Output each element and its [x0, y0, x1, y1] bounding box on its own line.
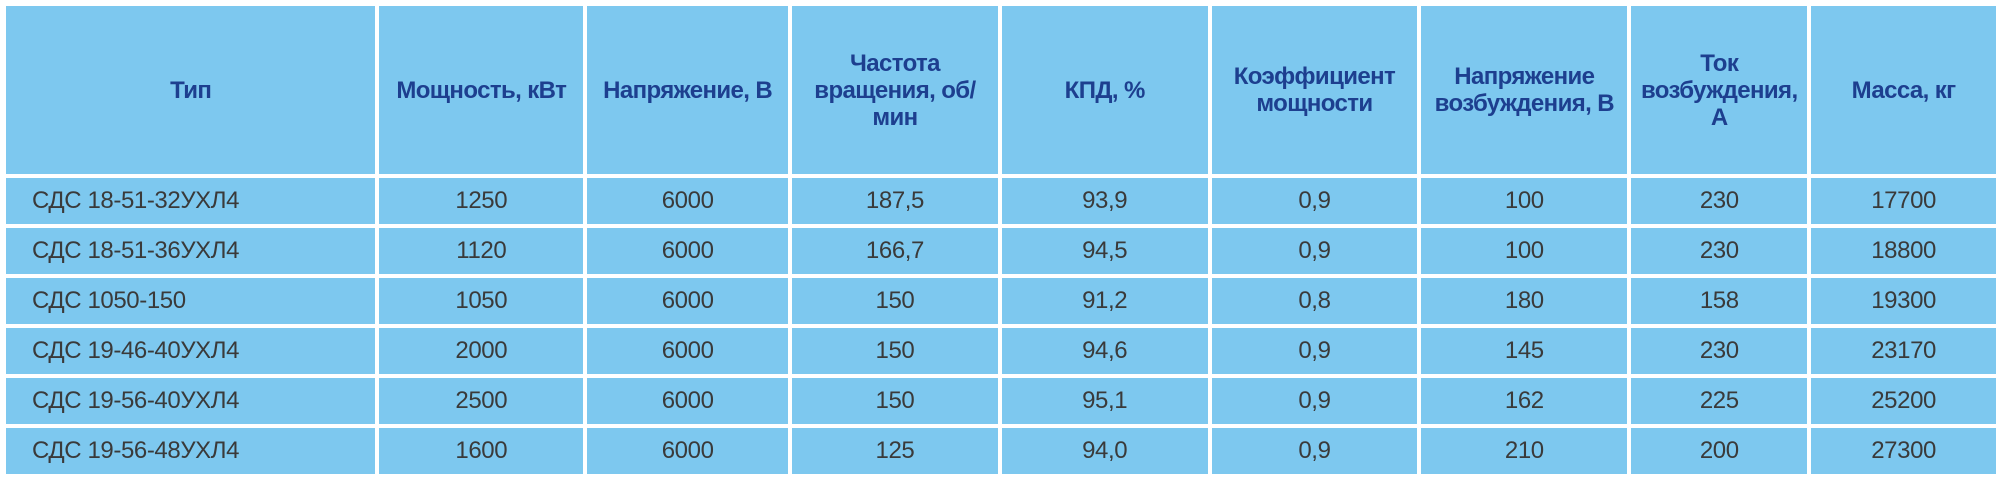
cell: 0,9: [1211, 228, 1418, 274]
data-row: СДС 18-51-32УХЛ4 1250 6000 187,5 93,9 0,9 100 2…: [6, 178, 1996, 224]
header-cell: Тип: [6, 6, 376, 174]
cell: 200: [1631, 428, 1808, 474]
cell: 6000: [587, 428, 789, 474]
header-cell: Напряжение, В: [587, 6, 789, 174]
header-cell: Частота вращения, об/мин: [792, 6, 998, 174]
cell: 2000: [379, 328, 584, 374]
cell: 1050: [379, 278, 584, 324]
cell: 150: [792, 328, 998, 374]
cell: 100: [1421, 178, 1628, 224]
header-cell: КПД, %: [1001, 6, 1208, 174]
cell: 93,9: [1001, 178, 1208, 224]
cell: 91,2: [1001, 278, 1208, 324]
cell: 230: [1631, 228, 1808, 274]
cell: СДС 19-46-40УХЛ4: [6, 328, 376, 374]
header-cell: Ток возбуждения, А: [1631, 6, 1808, 174]
header-cell: Масса, кг: [1811, 6, 1996, 174]
cell: 225: [1631, 378, 1808, 424]
cell: 6000: [587, 228, 789, 274]
cell: 0,9: [1211, 178, 1418, 224]
cell: 1250: [379, 178, 584, 224]
cell: 1120: [379, 228, 584, 274]
header-cell: Напряжение возбуждения, В: [1421, 6, 1628, 174]
cell: 19300: [1811, 278, 1996, 324]
cell: 25200: [1811, 378, 1996, 424]
cell: 166,7: [792, 228, 998, 274]
data-row: СДС 19-56-48УХЛ4 1600 6000 125 94,0 0,9 210 200…: [6, 428, 1996, 474]
cell: 0,9: [1211, 378, 1418, 424]
cell: 6000: [587, 328, 789, 374]
cell: СДС 19-56-48УХЛ4: [6, 428, 376, 474]
data-row: СДС 19-46-40УХЛ4 2000 6000 150 94,6 0,9 145 230…: [6, 328, 1996, 374]
cell: 145: [1421, 328, 1628, 374]
cell: 0,9: [1211, 328, 1418, 374]
cell: СДС 18-51-36УХЛ4: [6, 228, 376, 274]
data-row: СДС 1050-150 1050 6000 150 91,2 0,8 180 158 1930…: [6, 278, 1996, 324]
cell: 230: [1631, 328, 1808, 374]
cell: 23170: [1811, 328, 1996, 374]
cell: 150: [792, 278, 998, 324]
cell: 94,6: [1001, 328, 1208, 374]
cell: СДС 19-56-40УХЛ4: [6, 378, 376, 424]
cell: 17700: [1811, 178, 1996, 224]
cell: 162: [1421, 378, 1628, 424]
cell: 1600: [379, 428, 584, 474]
cell: СДС 1050-150: [6, 278, 376, 324]
cell: 150: [792, 378, 998, 424]
header-cell: Мощность, кВт: [379, 6, 584, 174]
cell: 94,0: [1001, 428, 1208, 474]
cell: СДС 18-51-32УХЛ4: [6, 178, 376, 224]
header-cell: Коэффициент мощности: [1211, 6, 1418, 174]
cell: 2500: [379, 378, 584, 424]
cell: 0,9: [1211, 428, 1418, 474]
cell: 158: [1631, 278, 1808, 324]
cell: 18800: [1811, 228, 1996, 274]
cell: 210: [1421, 428, 1628, 474]
cell: 125: [792, 428, 998, 474]
cell: 6000: [587, 278, 789, 324]
data-row: СДС 19-56-40УХЛ4 2500 6000 150 95,1 0,9 162 225…: [6, 378, 1996, 424]
header-row: Тип Мощность, кВт Напряжение, В Частота вра…: [6, 6, 1996, 174]
cell: 187,5: [792, 178, 998, 224]
cell: 6000: [587, 178, 789, 224]
cell: 95,1: [1001, 378, 1208, 424]
cell: 230: [1631, 178, 1808, 224]
cell: 94,5: [1001, 228, 1208, 274]
cell: 100: [1421, 228, 1628, 274]
cell: 6000: [587, 378, 789, 424]
cell: 27300: [1811, 428, 1996, 474]
cell: 180: [1421, 278, 1628, 324]
data-row: СДС 18-51-36УХЛ4 1120 6000 166,7 94,5 0,9 100 2…: [6, 228, 1996, 274]
cell: 0,8: [1211, 278, 1418, 324]
